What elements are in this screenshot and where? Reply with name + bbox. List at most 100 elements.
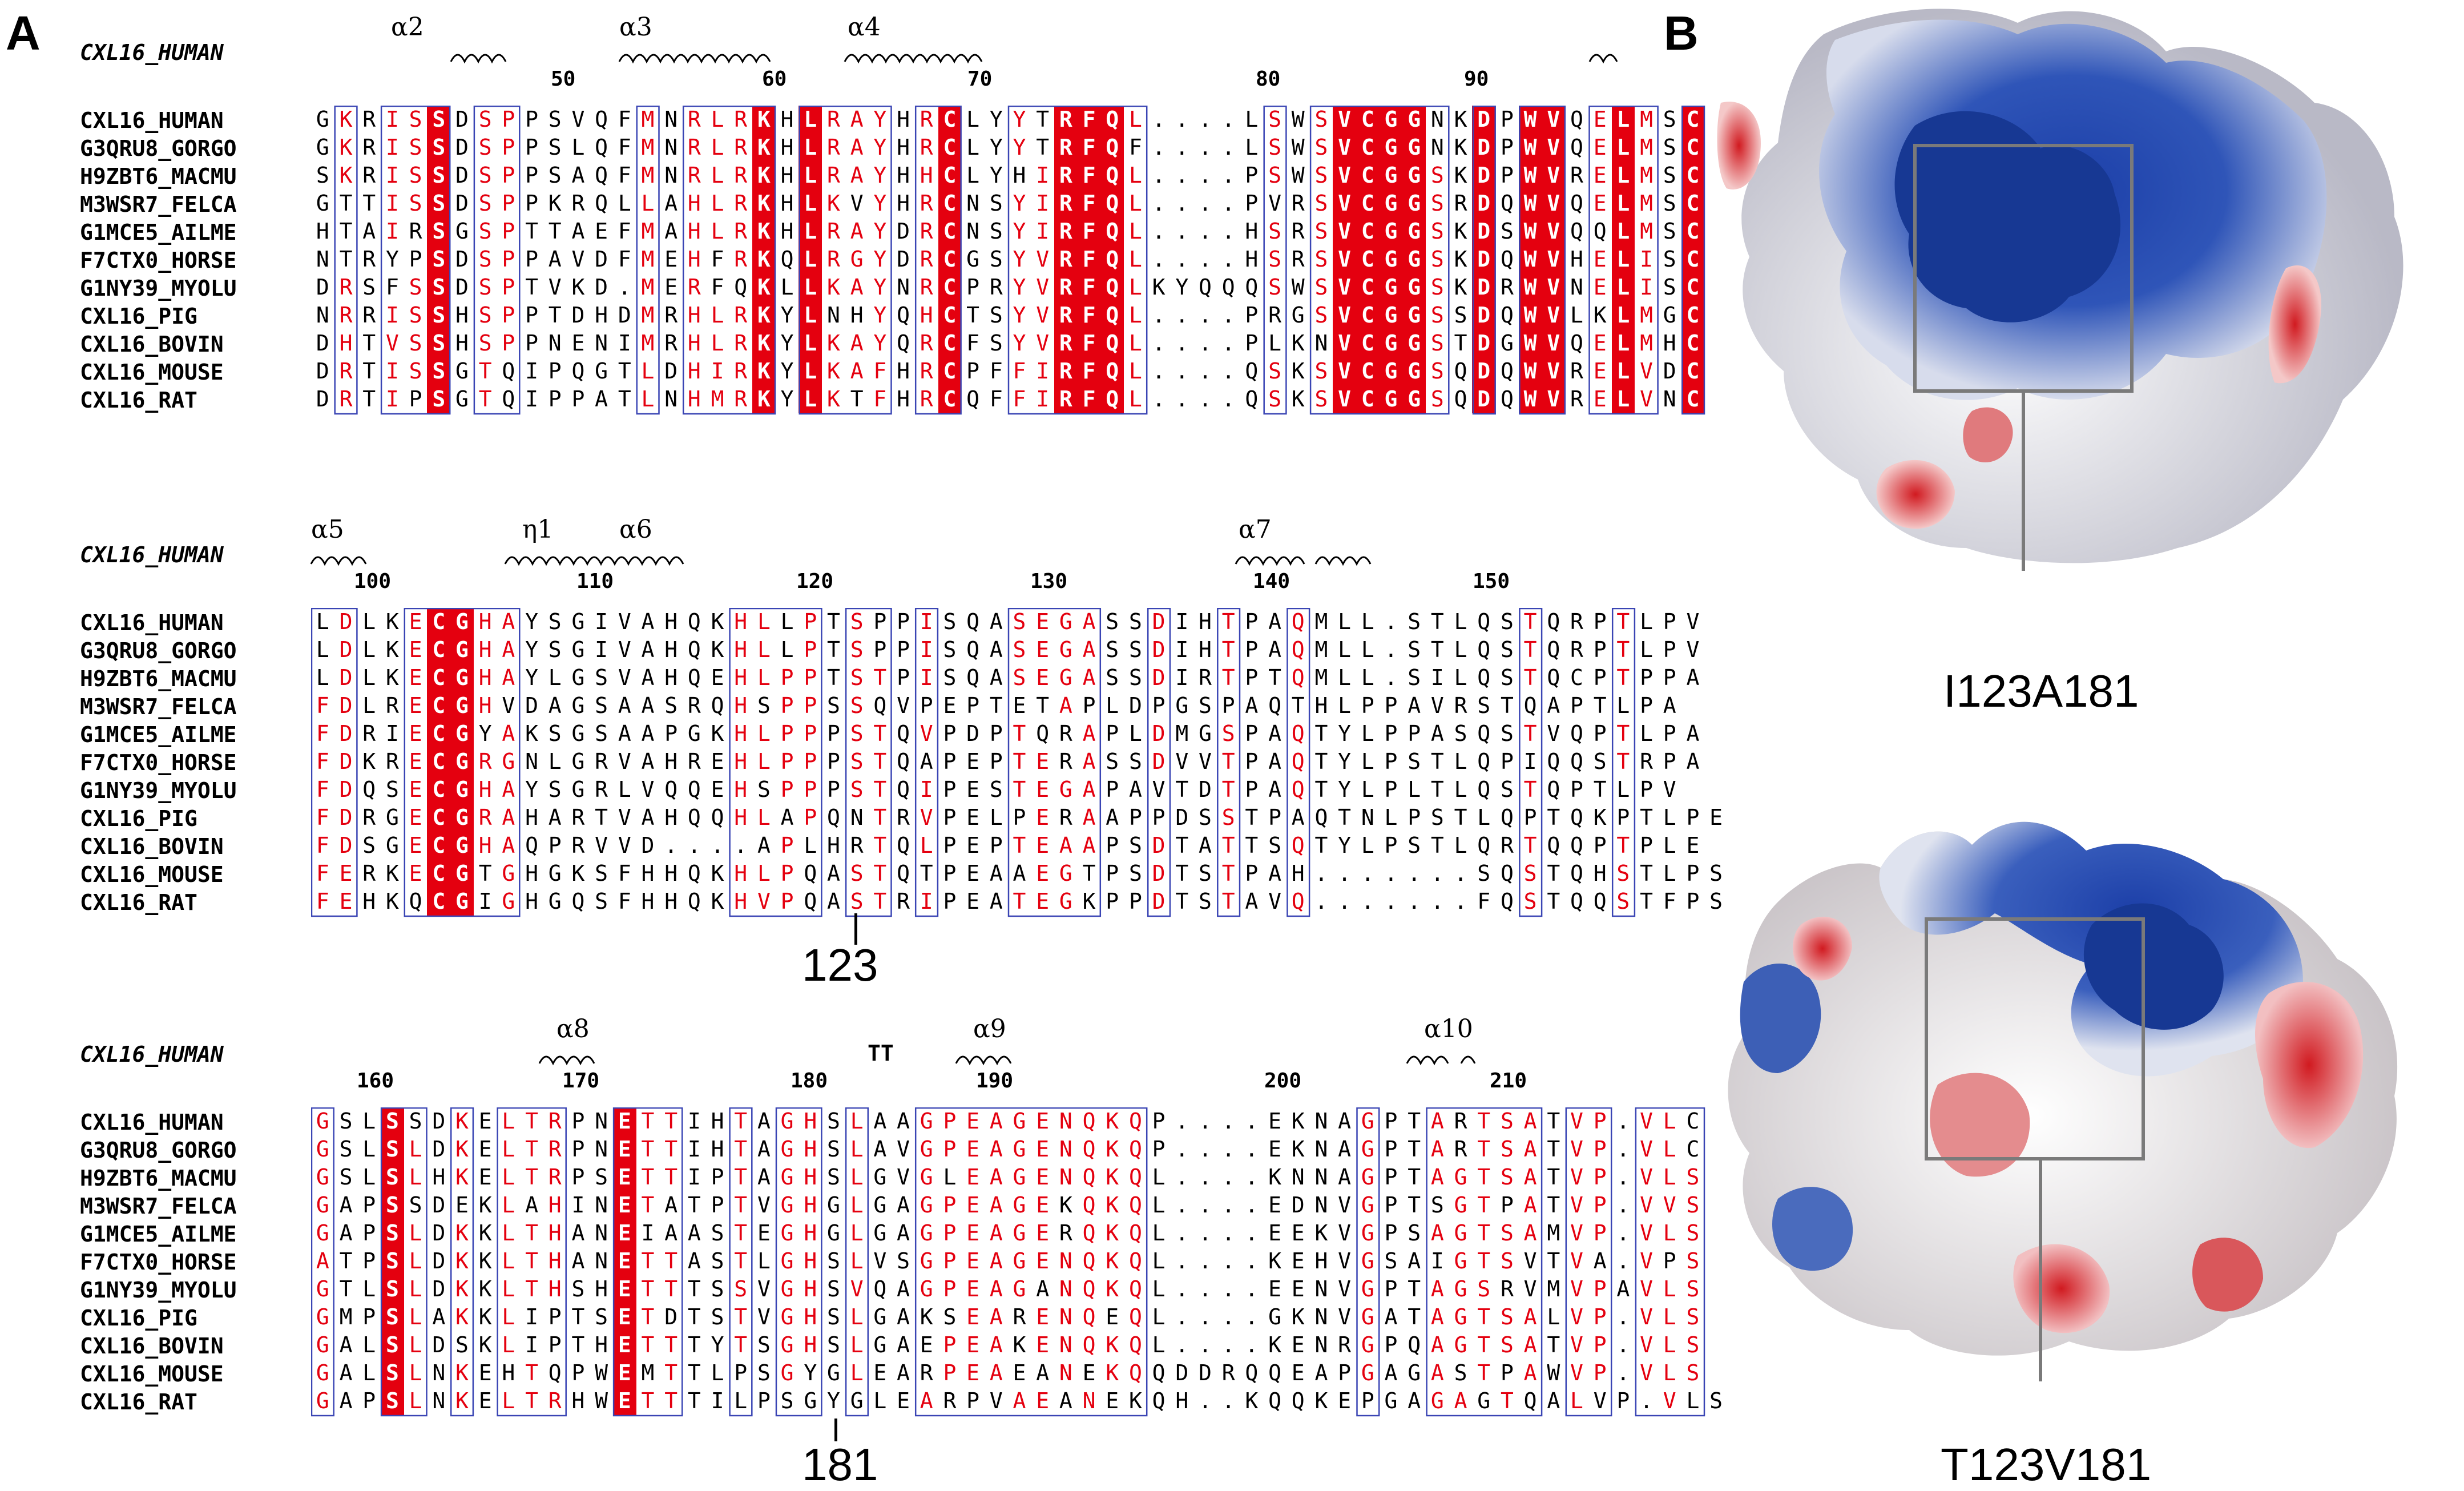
residue: T bbox=[1430, 637, 1444, 662]
residue: P bbox=[1152, 1137, 1166, 1162]
residue: E bbox=[612, 1163, 636, 1191]
residue: N bbox=[595, 1137, 608, 1162]
residue: Y bbox=[478, 721, 492, 746]
residue: Q bbox=[1291, 665, 1305, 690]
residue: E bbox=[612, 1107, 636, 1135]
residue: Y bbox=[780, 358, 794, 384]
residue: T bbox=[1221, 637, 1235, 662]
residue: C bbox=[427, 776, 451, 804]
residue: D bbox=[1472, 134, 1496, 162]
residue: K bbox=[752, 106, 776, 134]
residue: G bbox=[920, 1220, 933, 1246]
residue: A bbox=[316, 1248, 329, 1274]
residue: Q bbox=[571, 889, 585, 914]
sequence-name: H9ZBT6_MACMU bbox=[80, 164, 237, 189]
residue: S bbox=[595, 861, 608, 886]
residue: W bbox=[1291, 135, 1305, 160]
helix-eta1-a6 bbox=[504, 556, 684, 566]
residue: A bbox=[827, 889, 840, 914]
residue: A bbox=[1082, 637, 1096, 662]
residue: L bbox=[1547, 1304, 1560, 1329]
residue: I bbox=[525, 1332, 538, 1357]
residue: F bbox=[1663, 889, 1676, 914]
residue: L bbox=[711, 331, 724, 356]
residue: H bbox=[595, 1276, 608, 1301]
residue: A bbox=[687, 1220, 701, 1246]
residue: R bbox=[1054, 162, 1078, 190]
residue: D bbox=[1472, 273, 1496, 301]
residue: H bbox=[804, 1192, 817, 1218]
residue: I bbox=[385, 135, 399, 160]
residue: M bbox=[641, 331, 655, 356]
residue: . bbox=[1221, 1388, 1235, 1413]
residue: N bbox=[664, 163, 678, 188]
residue: V bbox=[1542, 385, 1566, 413]
residue: Q bbox=[1570, 135, 1583, 160]
residue: E bbox=[1593, 107, 1607, 132]
residue: Y bbox=[873, 191, 887, 216]
residue: S bbox=[478, 107, 492, 132]
residue: N bbox=[1314, 1109, 1328, 1134]
residue: . bbox=[1314, 889, 1328, 914]
residue: F bbox=[1077, 190, 1101, 217]
residue: E bbox=[612, 1191, 636, 1219]
residue: T bbox=[525, 1248, 538, 1274]
residue: P bbox=[548, 358, 562, 384]
residue: D bbox=[618, 303, 631, 328]
residue: V bbox=[1333, 190, 1356, 217]
residue: S bbox=[1616, 889, 1630, 914]
residue: Q bbox=[804, 861, 817, 886]
residue: T bbox=[1408, 1304, 1421, 1329]
residue: S bbox=[989, 331, 1003, 356]
residue: L bbox=[711, 163, 724, 188]
residue: E bbox=[455, 1192, 469, 1218]
residue: P bbox=[1640, 777, 1653, 802]
residue: G bbox=[1408, 1360, 1421, 1385]
residue: D bbox=[1472, 190, 1496, 217]
electrostatic-surface-bottom bbox=[1728, 821, 2398, 1381]
residue: P bbox=[943, 721, 957, 746]
residue: L bbox=[757, 609, 771, 634]
residue: N bbox=[1059, 1137, 1072, 1162]
residue: D bbox=[1472, 329, 1496, 357]
residue: A bbox=[1013, 1388, 1026, 1413]
residue: P bbox=[780, 693, 794, 718]
residue: . bbox=[1221, 1137, 1235, 1162]
residue: H bbox=[804, 1109, 817, 1134]
residue: K bbox=[478, 1332, 492, 1357]
residue: P bbox=[1245, 861, 1259, 886]
residue: G bbox=[780, 1220, 794, 1246]
residue: G bbox=[1663, 303, 1676, 328]
residue: M bbox=[1640, 191, 1653, 216]
residue: L bbox=[1128, 331, 1142, 356]
reference-name: CXL16_HUMAN bbox=[80, 542, 224, 567]
residue: R bbox=[1500, 275, 1514, 300]
residue: . bbox=[1616, 1164, 1630, 1190]
residue: I bbox=[1640, 247, 1653, 272]
residue: K bbox=[455, 1360, 469, 1385]
residue: . bbox=[1454, 861, 1467, 886]
residue: P bbox=[1152, 1109, 1166, 1134]
ruler-130: 130 bbox=[1030, 570, 1068, 593]
residue: N bbox=[664, 135, 678, 160]
residue: Y bbox=[1338, 777, 1352, 802]
residue: L bbox=[1663, 1164, 1676, 1190]
residue: G bbox=[1402, 273, 1426, 301]
residue: V bbox=[1663, 777, 1676, 802]
residue: C bbox=[938, 329, 962, 357]
residue: N bbox=[1430, 135, 1444, 160]
residue: A bbox=[989, 861, 1003, 886]
residue: S bbox=[427, 134, 451, 162]
residue: . bbox=[1430, 861, 1444, 886]
residue: R bbox=[734, 331, 748, 356]
residue: . bbox=[1175, 1220, 1189, 1246]
residue: P bbox=[966, 693, 980, 718]
residue: K bbox=[1059, 1192, 1072, 1218]
residue: D bbox=[595, 247, 608, 272]
residue: D bbox=[1472, 245, 1496, 273]
residue: A bbox=[1245, 889, 1259, 914]
residue: A bbox=[1268, 777, 1281, 802]
ruler-180: 180 bbox=[791, 1069, 828, 1093]
residue: D bbox=[1152, 889, 1166, 914]
